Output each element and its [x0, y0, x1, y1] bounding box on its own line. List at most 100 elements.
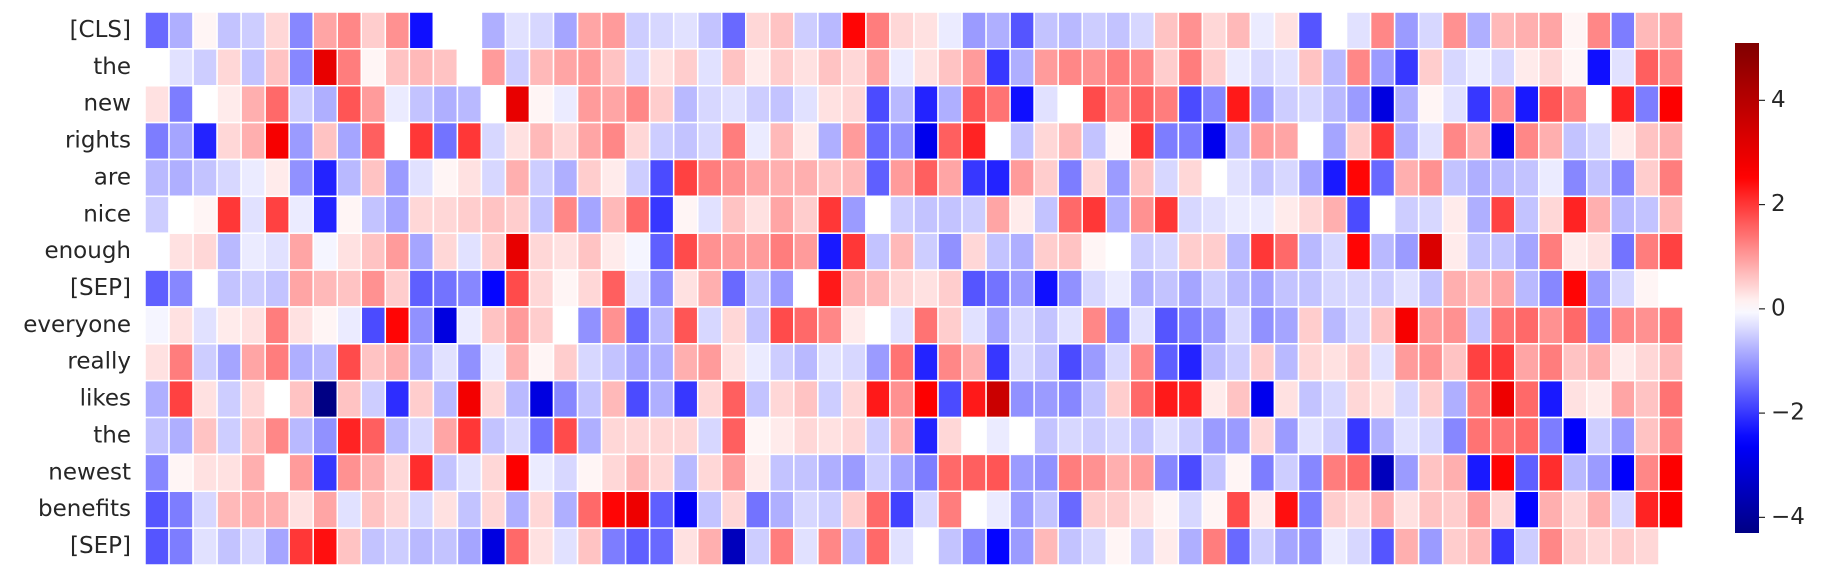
heatmap-cell — [552, 121, 579, 161]
heatmap-cell — [1417, 490, 1444, 529]
heatmap-cell — [1562, 490, 1588, 529]
heatmap-cell — [985, 11, 1011, 50]
heatmap-cell — [1129, 158, 1156, 198]
heatmap-cell — [408, 490, 435, 529]
heatmap-cell — [672, 48, 699, 87]
heatmap-cell — [1225, 11, 1252, 50]
heatmap-cell — [1129, 490, 1156, 529]
heatmap-cell — [672, 379, 699, 419]
heatmap-cell — [504, 490, 531, 529]
heatmap-cell — [961, 121, 987, 161]
heatmap-cell — [745, 527, 771, 566]
heatmap-cell — [408, 121, 435, 161]
heatmap-cell — [937, 453, 963, 493]
heatmap-cell — [1297, 195, 1324, 234]
heatmap-cell — [1538, 453, 1564, 493]
heatmap-cell — [1658, 11, 1684, 50]
heatmap-cell — [937, 11, 963, 50]
heatmap-cell — [168, 453, 194, 493]
heatmap-cell — [1177, 306, 1204, 345]
heatmap-cell — [721, 269, 747, 308]
heatmap-cell — [240, 416, 266, 456]
heatmap-cell — [360, 269, 387, 308]
heatmap-cell — [144, 48, 170, 87]
heatmap-cell — [1465, 490, 1492, 529]
heatmap-cell — [1225, 232, 1252, 271]
heatmap-cell — [144, 490, 170, 529]
heatmap-cell — [1033, 195, 1059, 234]
heatmap-cell — [1009, 84, 1035, 124]
heatmap-cell — [312, 158, 338, 198]
heatmap-cell — [913, 158, 939, 198]
heatmap-cell — [937, 84, 963, 124]
heatmap-cell — [576, 11, 603, 50]
heatmap-cell — [216, 158, 242, 198]
heatmap-cell — [745, 48, 771, 87]
heatmap-cell — [696, 232, 723, 271]
heatmap-cell — [480, 453, 507, 493]
heatmap-cell — [769, 232, 795, 271]
heatmap-cell — [1105, 158, 1132, 198]
heatmap-cell — [961, 306, 987, 345]
heatmap-cell — [889, 416, 915, 456]
heatmap-cell — [1465, 453, 1492, 493]
heatmap-cell — [841, 269, 867, 308]
heatmap-cell — [216, 306, 242, 345]
heatmap-cell — [648, 121, 675, 161]
heatmap-cell — [721, 527, 747, 566]
heatmap-cell — [336, 232, 363, 271]
heatmap-cell — [769, 416, 795, 456]
heatmap-cell — [480, 269, 507, 308]
colorbar-tick-label: −4 — [1771, 504, 1805, 530]
heatmap-cell — [552, 490, 579, 529]
heatmap-cell — [1153, 453, 1180, 493]
heatmap-cell — [432, 379, 459, 419]
heatmap-cell — [721, 158, 747, 198]
heatmap-cell — [1393, 490, 1420, 529]
heatmap-cell — [576, 343, 603, 382]
heatmap-cell — [696, 269, 723, 308]
heatmap-cell — [793, 306, 819, 345]
heatmap-cell — [1490, 232, 1516, 271]
heatmap-cell — [865, 48, 891, 87]
heatmap-cell — [360, 453, 387, 493]
heatmap-cell — [1033, 11, 1059, 50]
heatmap-cell — [985, 490, 1011, 529]
heatmap-cell — [1369, 121, 1396, 161]
heatmap-cell — [192, 121, 218, 161]
heatmap-cell — [192, 84, 218, 124]
heatmap-cell — [769, 158, 795, 198]
heatmap-cell — [769, 195, 795, 234]
heatmap-cell — [1321, 195, 1348, 234]
heatmap-cell — [1490, 379, 1516, 419]
heatmap-cell — [841, 158, 867, 198]
heatmap-cell — [817, 453, 843, 493]
heatmap-cell — [1105, 232, 1132, 271]
heatmap-cell — [1562, 416, 1588, 456]
heatmap-cell — [1393, 232, 1420, 271]
heatmap-cell — [432, 158, 459, 198]
heatmap-cell — [192, 269, 218, 308]
heatmap-cell — [264, 195, 290, 234]
heatmap-cell — [600, 158, 627, 198]
heatmap-cell — [913, 232, 939, 271]
heatmap-cell — [1658, 158, 1684, 198]
heatmap-cell — [1586, 379, 1612, 419]
heatmap-cell — [1273, 490, 1300, 529]
heatmap-cell — [408, 195, 435, 234]
heatmap-cell — [841, 379, 867, 419]
heatmap-cell — [1393, 343, 1420, 382]
heatmap-cell — [384, 48, 411, 87]
heatmap-cell — [1465, 416, 1492, 456]
heatmap-cell — [1201, 158, 1228, 198]
heatmap-cell — [1033, 121, 1059, 161]
heatmap-cell — [1441, 416, 1468, 456]
heatmap-cell — [1321, 343, 1348, 382]
heatmap-cell — [1586, 527, 1612, 566]
heatmap-cell — [1610, 48, 1636, 87]
heatmap-cell — [1538, 527, 1564, 566]
heatmap-cell — [1538, 343, 1564, 382]
heatmap-cell — [432, 343, 459, 382]
heatmap-cell — [937, 48, 963, 87]
heatmap-cell — [1369, 490, 1396, 529]
